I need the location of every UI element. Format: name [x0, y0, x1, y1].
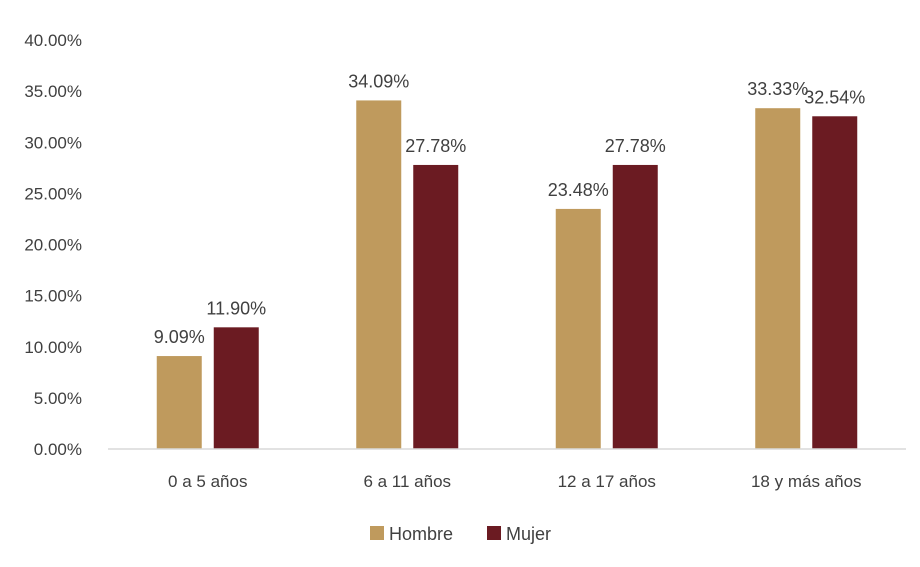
bar-mujer — [612, 164, 658, 449]
y-tick-label: 10.00% — [24, 338, 82, 357]
bar-mujer — [812, 116, 858, 449]
data-labels: 9.09%11.90% 34.09% 27.78% 23.48% 27.78% 33.33… — [154, 71, 866, 347]
legend: Hombre Mujer — [370, 524, 551, 544]
bar-hombre — [156, 356, 202, 449]
data-label: 9.09% — [154, 327, 205, 347]
y-axis: 0.00% 5.00% 10.00% 15.00% 20.00% 25.00% 30.00%… — [24, 31, 82, 459]
x-tick-label: 0 a 5 años — [168, 472, 247, 491]
legend-swatch-hombre — [370, 526, 384, 540]
bar-hombre — [755, 108, 801, 450]
y-tick-label: 20.00% — [24, 236, 82, 255]
x-tick-label: 12 a 17 años — [558, 472, 656, 491]
y-tick-label: 5.00% — [34, 389, 82, 408]
legend-label-hombre: Hombre — [389, 524, 453, 544]
y-tick-label: 35.00% — [24, 82, 82, 101]
x-axis: 0 a 5 años 6 a 11 años 12 a 17 años 18 y má… — [108, 448, 906, 491]
bar-mujer — [213, 327, 259, 449]
bar-mujer — [413, 164, 459, 449]
legend-swatch-mujer — [487, 526, 501, 540]
data-label: 34.09% — [348, 71, 409, 91]
x-tick-label: 18 y más años — [751, 472, 862, 491]
data-label: 11.90% — [206, 298, 266, 318]
y-tick-label: 15.00% — [24, 287, 82, 306]
y-tick-label: 30.00% — [24, 133, 82, 152]
y-tick-label: 25.00% — [24, 184, 82, 203]
data-label: 32.54% — [804, 87, 865, 107]
y-tick-label: 0.00% — [34, 440, 82, 459]
y-tick-label: 40.00% — [24, 31, 82, 50]
data-label: 23.48% — [548, 180, 609, 200]
data-label: 33.33% — [747, 79, 808, 99]
bar-hombre — [356, 100, 402, 449]
bars — [156, 100, 858, 450]
data-label: 27.78% — [605, 136, 666, 156]
data-label: 27.78% — [405, 136, 466, 156]
bar-hombre — [555, 208, 601, 449]
legend-label-mujer: Mujer — [506, 524, 551, 544]
x-tick-label: 6 a 11 años — [363, 472, 451, 491]
